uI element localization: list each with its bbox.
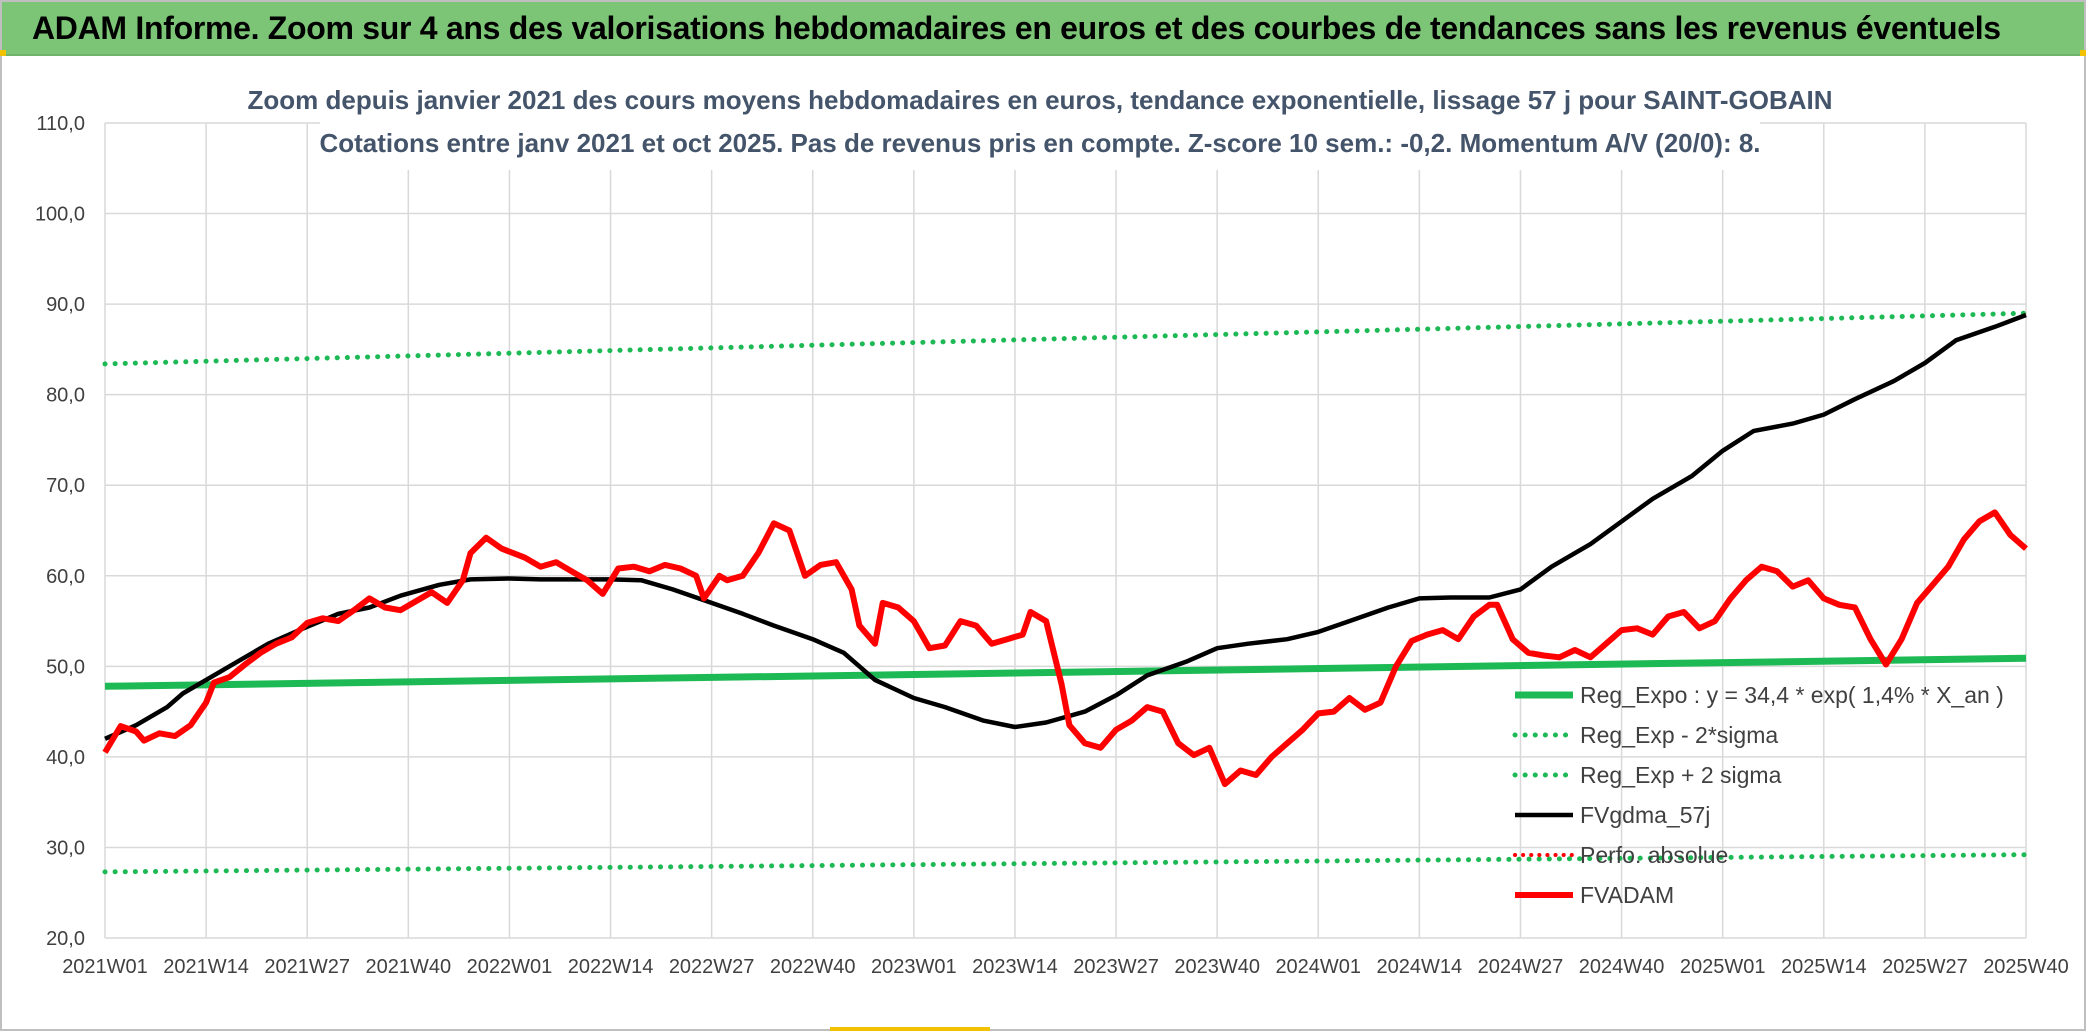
y-tick-label: 80,0 [46, 385, 85, 407]
y-tick-label: 90,0 [46, 294, 85, 316]
x-tick-label: 2023W27 [1073, 956, 1159, 978]
legend-label: FVADAM [1580, 882, 1674, 908]
banner-title: ADAM Informe. Zoom sur 4 ans des valoris… [32, 10, 2001, 46]
legend: Reg_Expo : y = 34,4 * exp( 1,4% * X_an )… [1512, 682, 2004, 908]
chart-title: Zoom depuis janvier 2021 des cours moyen… [247, 85, 1832, 115]
series-line-2 [102, 310, 2029, 367]
x-tick-label: 2023W40 [1174, 956, 1260, 978]
header-banner: ADAM Informe. Zoom sur 4 ans des valoris… [2, 2, 2084, 56]
title-background [320, 74, 1760, 170]
x-tick-label: 2024W27 [1478, 956, 1564, 978]
y-tick-label: 40,0 [46, 747, 85, 769]
axis-layer: 20,0 30,0 40,0 50,0 60,0 70,0 80,0 90,0 100,0 110… [35, 113, 2069, 978]
grid-layer [104, 122, 2027, 939]
chart-subtitle: Cotations entre janv 2021 et oct 2025. P… [319, 128, 1760, 158]
corner-marker-right [2080, 50, 2086, 56]
y-tick-label: 70,0 [46, 475, 85, 497]
legend-label: Perfo. absolue [1580, 842, 1728, 868]
x-tick-label: 2021W40 [366, 956, 452, 978]
y-tick-label: 110,0 [36, 113, 85, 135]
corner-marker-left [0, 50, 6, 56]
x-tick-label: 2024W40 [1579, 956, 1665, 978]
x-tick-label: 2024W01 [1275, 956, 1361, 978]
series-layer [102, 310, 2029, 875]
x-tick-label: 2022W14 [568, 956, 654, 978]
series-line-5 [102, 509, 2028, 788]
y-tick-label: 60,0 [46, 566, 85, 588]
series-line-3 [104, 312, 2027, 741]
legend-label: Reg_Exp - 2*sigma [1580, 722, 1778, 748]
y-tick-label: 20,0 [46, 928, 85, 950]
legend-label: Reg_Exp + 2 sigma [1580, 762, 1782, 788]
series-line-1 [102, 852, 2029, 875]
legend-label: Reg_Expo : y = 34,4 * exp( 1,4% * X_an ) [1580, 682, 2004, 708]
x-tick-label: 2025W27 [1882, 956, 1968, 978]
x-tick-label: 2022W27 [669, 956, 755, 978]
x-tick-label: 2022W01 [467, 956, 553, 978]
series-line-0 [104, 654, 2027, 690]
x-tick-label: 2022W40 [770, 956, 856, 978]
legend-label: FVgdma_57j [1580, 802, 1710, 828]
x-tick-label: 2021W14 [163, 956, 249, 978]
y-tick-label: 50,0 [46, 656, 85, 678]
y-tick-label: 100,0 [35, 204, 85, 226]
x-tick-label: 2021W27 [264, 956, 350, 978]
x-tick-label: 2025W14 [1781, 956, 1867, 978]
x-tick-label: 2025W40 [1983, 956, 2069, 978]
x-tick-label: 2025W01 [1680, 956, 1766, 978]
bottom-marker [830, 1027, 990, 1031]
y-tick-label: 30,0 [46, 837, 85, 859]
x-tick-label: 2023W14 [972, 956, 1058, 978]
x-tick-label: 2023W01 [871, 956, 957, 978]
x-tick-label: 2024W14 [1377, 956, 1463, 978]
x-tick-label: 2021W01 [62, 956, 148, 978]
